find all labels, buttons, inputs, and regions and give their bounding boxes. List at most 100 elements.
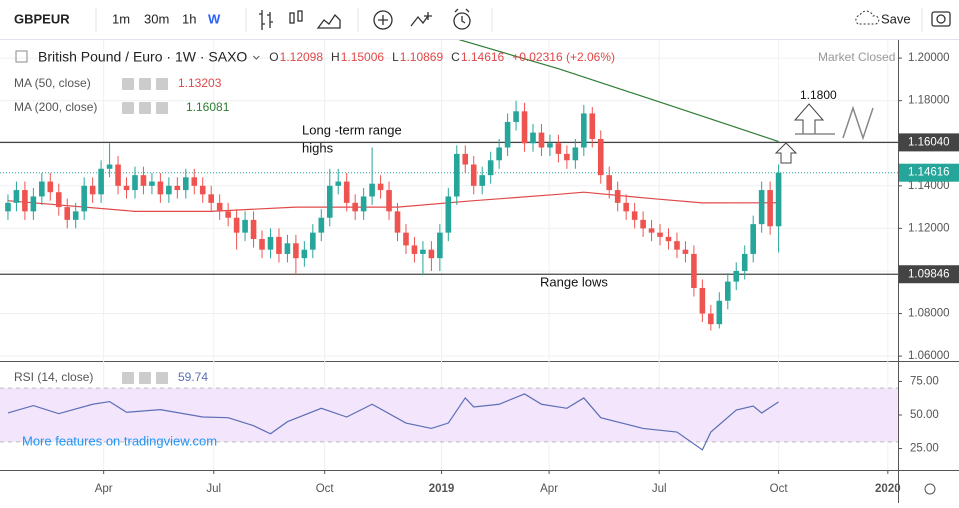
- legend-rsi: RSI (14, close): [14, 370, 93, 384]
- candle-body: [259, 239, 265, 250]
- candle-body: [64, 207, 71, 220]
- annotation: Long -term range: [302, 122, 402, 137]
- ohlc-key: O: [269, 50, 278, 64]
- candle-body: [267, 236, 274, 250]
- ma-line: [7, 191, 779, 212]
- candle-body: [394, 211, 401, 233]
- dropdown: [252, 55, 260, 60]
- candle-body: [377, 183, 384, 191]
- candle-body: [530, 132, 536, 144]
- candle-body: [13, 190, 20, 203]
- candle-body: [30, 196, 37, 212]
- x-tick-label: 2020: [875, 483, 901, 495]
- y-tick-label: 1.18000: [908, 95, 950, 107]
- toolbar: GBPEUR 1m 30m 1h W Save: [0, 8, 959, 40]
- promo-link[interactable]: More features on tradingview.com: [22, 433, 217, 448]
- candle-body: [157, 181, 164, 195]
- market-status: Market Closed: [818, 50, 895, 64]
- candle-body: [614, 190, 621, 203]
- candle-body: [352, 202, 358, 212]
- snapshot-icon[interactable]: [931, 11, 951, 27]
- save-icon[interactable]: [855, 10, 880, 25]
- candle-body: [470, 164, 477, 186]
- legend-button: [156, 102, 168, 114]
- candle-body: [724, 281, 731, 301]
- candle-body: [123, 185, 130, 191]
- candle-body: [631, 211, 638, 220]
- legend-button: [122, 78, 134, 90]
- candle-body: [648, 228, 655, 233]
- candle-body: [293, 243, 299, 259]
- candle-body: [47, 181, 54, 193]
- bar-type-icons[interactable]: [259, 10, 341, 30]
- candle-body: [225, 211, 231, 218]
- candle-body: [106, 164, 113, 169]
- annotation: 1.1800: [800, 88, 837, 102]
- candle-body: [208, 194, 215, 203]
- candle-body: [716, 300, 723, 325]
- legend-button: [139, 372, 151, 384]
- candle-body: [411, 245, 418, 254]
- x-tick-label: Jul: [206, 483, 221, 495]
- candle-body: [606, 175, 613, 191]
- rsi-value: 59.74: [178, 370, 208, 384]
- annotation: highs: [302, 140, 334, 155]
- level-label-bg: [899, 265, 959, 284]
- candle-body: [310, 232, 316, 250]
- candle-body: [199, 185, 206, 195]
- y-tick-label: 1.06000: [908, 350, 950, 362]
- candle-body: [589, 113, 596, 139]
- save-button[interactable]: Save: [881, 11, 911, 26]
- interval-active[interactable]: W: [208, 11, 221, 26]
- candle-body: [479, 175, 485, 186]
- ohlc-key: H: [331, 50, 340, 64]
- interval[interactable]: 1m: [112, 11, 130, 26]
- candle-body: [149, 181, 155, 186]
- candle-body: [708, 313, 714, 325]
- candle-body: [326, 185, 333, 218]
- candle-body: [487, 160, 494, 176]
- tool-icons[interactable]: [373, 8, 471, 30]
- rsi-band: [0, 388, 898, 442]
- x-tick-label: Jul: [652, 483, 667, 495]
- candle-body: [741, 253, 748, 271]
- candle-body: [403, 232, 409, 246]
- legend-button: [156, 372, 168, 384]
- candle-body: [55, 192, 62, 208]
- legend-button: [139, 102, 151, 114]
- candle-body: [72, 211, 79, 220]
- candle-body: [750, 224, 756, 254]
- legend: British Pound / Euro · 1W · SAXO Market …: [14, 49, 895, 449]
- candle-body: [581, 113, 587, 148]
- annotations: Long -term range highs Range lows 1.1800: [302, 88, 874, 289]
- interval[interactable]: 30m: [144, 11, 169, 26]
- interval[interactable]: 1h: [182, 11, 196, 26]
- level-label-bg: [899, 133, 959, 152]
- candle-body: [775, 172, 782, 227]
- candle-body: [98, 168, 104, 195]
- candle-body: [462, 153, 469, 165]
- candle-body: [174, 185, 181, 191]
- candle-body: [597, 138, 604, 176]
- ohlc-key: C: [451, 50, 460, 64]
- candle-body: [665, 236, 672, 242]
- arrow-up: [793, 103, 825, 135]
- candle-body: [437, 232, 443, 259]
- candle-body: [343, 181, 350, 203]
- candle-body: [22, 190, 28, 212]
- rsi-pane: [0, 387, 898, 451]
- settings-icon[interactable]: [924, 483, 936, 495]
- candle-body: [369, 183, 375, 197]
- y-tick-label: 1.12000: [908, 222, 950, 234]
- symbol[interactable]: GBPEUR: [14, 11, 70, 26]
- legend-button: [156, 78, 168, 90]
- candle-body: [301, 249, 308, 259]
- candle-body: [284, 243, 291, 254]
- candle-body: [496, 147, 502, 161]
- ma-line: [458, 40, 779, 143]
- x-tick-label: Apr: [540, 483, 558, 495]
- candle-body: [81, 185, 87, 212]
- candle-body: [767, 190, 773, 227]
- candle-body: [623, 202, 629, 212]
- candle-body: [555, 143, 562, 154]
